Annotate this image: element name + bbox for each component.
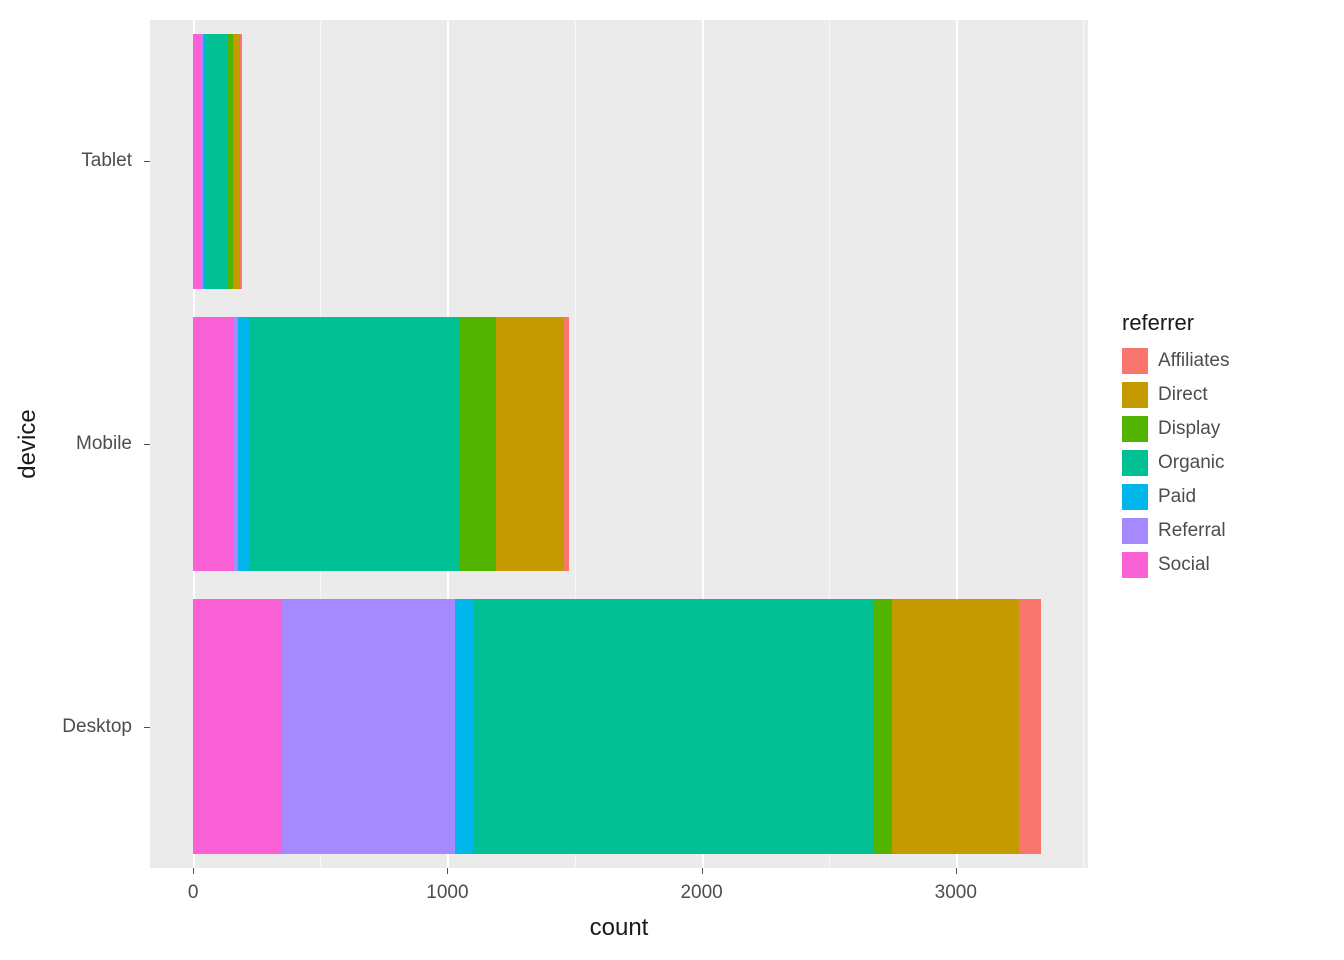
bar-segment-paid [238,317,249,571]
x-tick-label: 2000 [680,882,722,904]
y-tick-mark [144,727,150,728]
legend-swatch [1122,348,1148,374]
legend-swatch [1122,416,1148,442]
bar-row-mobile [150,317,1088,571]
legend-label: Display [1158,418,1220,440]
bar-segment-direct [496,317,565,571]
bar-segment-direct [233,34,241,288]
bar-segment-display [460,317,496,571]
legend-label: Affiliates [1158,350,1229,372]
legend-item-organic: Organic [1122,446,1229,480]
legend-item-referral: Referral [1122,514,1229,548]
bar-segment-organic [205,34,228,288]
legend-swatch [1122,484,1148,510]
legend-swatch [1122,518,1148,544]
bar-segment-social [193,34,201,288]
bar-row-tablet [150,34,1088,288]
bar-segment-affiliates [564,317,569,571]
plot-panel [150,20,1088,868]
legend-label: Paid [1158,486,1196,508]
y-tick-label: Desktop [0,716,132,738]
x-tick-mark [193,868,194,874]
x-tick-mark [447,868,448,874]
y-tick-label: Tablet [0,150,132,172]
legend-swatch [1122,382,1148,408]
y-tick-label: Mobile [0,433,132,455]
x-tick-label: 1000 [426,882,468,904]
bar-segment-organic [249,317,460,571]
legend: referrer Affiliates Direct Display Organic P… [1122,310,1229,582]
legend-item-display: Display [1122,412,1229,446]
stacked-bar-chart: device count referrer AffiliatesDirectDi… [0,0,1344,960]
bar-row-desktop [150,599,1088,853]
x-tick-label: 3000 [935,882,977,904]
legend-swatch [1122,450,1148,476]
bar-segment-display [874,599,892,853]
legend-label: Referral [1158,520,1226,542]
bar-segment-direct [892,599,1019,853]
legend-label: Social [1158,554,1210,576]
bar-segment-paid [455,599,473,853]
legend-item-social: Social [1122,548,1229,582]
legend-item-direct: Direct [1122,378,1229,412]
y-tick-mark [144,444,150,445]
bar-segment-affiliates [1019,599,1041,853]
bar-segment-referral [282,599,455,853]
bar-segment-social [193,599,282,853]
bar-segment-affiliates [240,34,242,288]
bar-segment-organic [473,599,875,853]
x-tick-label: 0 [188,882,199,904]
x-tick-mark [702,868,703,874]
bar-segment-social [193,317,234,571]
y-tick-mark [144,161,150,162]
legend-label: Direct [1158,384,1208,406]
x-axis-title: count [590,914,649,942]
legend-item-affiliates: Affiliates [1122,344,1229,378]
legend-label: Organic [1158,452,1225,474]
legend-swatch [1122,552,1148,578]
legend-title: referrer [1122,310,1229,336]
legend-item-paid: Paid [1122,480,1229,514]
x-tick-mark [956,868,957,874]
